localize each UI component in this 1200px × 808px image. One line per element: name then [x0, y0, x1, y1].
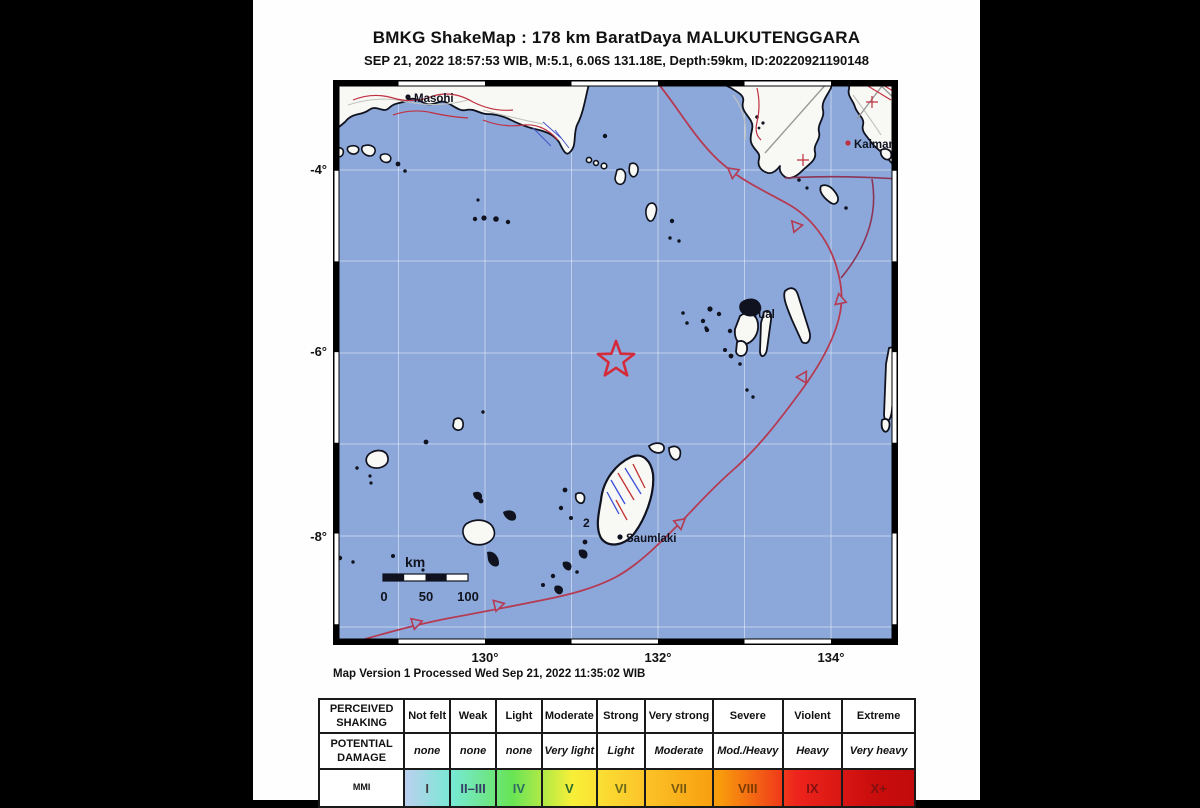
row-potential-damage: POTENTIAL DAMAGE none none none Very lig… [317, 732, 916, 770]
map-title: BMKG ShakeMap : 178 km BaratDaya MALUKUT… [372, 28, 861, 47]
row-perceived-shaking: PERCEIVED SHAKING Not felt Weak Light Mo… [317, 698, 916, 734]
damage-cell: none [449, 732, 497, 770]
damage-cell: Very heavy [841, 732, 916, 770]
scale-tick-0: 0 [380, 589, 387, 604]
damage-cell: Moderate [643, 732, 714, 770]
rowhead-perceived-shaking: PERCEIVED SHAKING [317, 698, 406, 734]
lon-tick-130: 130° [471, 650, 499, 665]
map-zebra-border [333, 80, 898, 645]
mmi-cell: X+ [841, 768, 916, 808]
tanimbar-fault-hatch [606, 463, 646, 521]
mmi-cell: II–III [449, 768, 497, 808]
shaking-cell: Violent [781, 698, 844, 734]
island-watubela-dots [668, 218, 710, 333]
fault-number-label: 2 [583, 516, 590, 530]
damage-cell: Very light [540, 732, 598, 770]
city-markers: Masohi Kaimana Tual Saumlaki 2 [405, 93, 898, 545]
island-kai-group [733, 287, 811, 357]
lon-tick-132: 132° [644, 650, 672, 665]
intensity-legend-table: PERCEIVED SHAKING Not felt Weak Light Mo… [317, 698, 916, 808]
damage-cell: none [403, 732, 452, 770]
city-label-masohi: Masohi [414, 93, 454, 105]
trench-line [342, 81, 848, 645]
island-mid-dots [337, 410, 517, 572]
city-dot-tual [744, 310, 750, 316]
island-ambon-chain [334, 144, 392, 164]
rowhead-potential-damage: POTENTIAL DAMAGE [317, 732, 406, 770]
shaking-cell: Weak [449, 698, 497, 734]
damage-cell: Mod./Heavy [711, 732, 784, 770]
shaking-cell: Very strong [643, 698, 714, 734]
damage-cell: Light [595, 732, 646, 770]
mmi-cell: VIII [711, 768, 784, 808]
mmi-cell: IX [781, 768, 844, 808]
city-dot-masohi [405, 94, 411, 100]
scale-tick-100: 100 [457, 589, 479, 604]
mmi-cell: VII [643, 768, 714, 808]
epicenter-star [596, 339, 636, 377]
island-mid-small [365, 417, 496, 546]
island-gorong-chain [585, 156, 658, 222]
lat-tick--8: -8° [310, 529, 327, 544]
city-dot-kaimana [845, 140, 851, 146]
trench-teeth [409, 166, 848, 631]
map-version-caption: Map Version 1 Processed Wed Sep 21, 2022… [333, 668, 646, 680]
island-small-dots-west [395, 133, 608, 225]
shaking-cell: Severe [711, 698, 784, 734]
damage-cell: none [495, 732, 543, 770]
mmi-cell: IV [495, 768, 543, 808]
lat-tick--4: -4° [310, 162, 327, 177]
scale-tick-50: 50 [419, 589, 433, 604]
mmi-cell: VI [595, 768, 646, 808]
shakemap-canvas: Masohi Kaimana Tual Saumlaki 2 km 0 50 1… [333, 80, 898, 645]
landmass-papua-west [717, 80, 898, 205]
map-svg: Masohi Kaimana Tual Saumlaki 2 km 0 50 1… [333, 80, 898, 645]
shaking-cell: Light [495, 698, 543, 734]
city-label-saumlaki: Saumlaki [626, 533, 677, 545]
island-kai-dark-bits [700, 298, 762, 399]
rowhead-mmi: MMI [317, 768, 406, 808]
city-label-tual: Tual [752, 309, 775, 321]
fault-traces-red [352, 81, 898, 166]
city-label-kaimana: Kaimana [854, 139, 898, 151]
city-dot-saumlaki [617, 534, 623, 540]
map-subtitle: SEP 21, 2022 18:57:53 WIB, M:5.1, 6.06S … [364, 53, 869, 68]
mmi-row: MMI I II–III IV V VI VII VIII IX X+ [317, 768, 916, 808]
shaking-cell: Not felt [403, 698, 452, 734]
mmi-cell: V [540, 768, 598, 808]
terrain-shading [347, 94, 882, 141]
island-tanimbar-group [541, 442, 682, 595]
shaking-cell: Moderate [540, 698, 598, 734]
island-seram [333, 80, 591, 155]
scale-unit-label: km [405, 554, 425, 570]
lon-tick-134: 134° [817, 650, 845, 665]
fault-line-purple [784, 175, 898, 279]
mmi-cell: I [403, 768, 452, 808]
shaking-cell: Extreme [841, 698, 916, 734]
lat-tick--6: -6° [310, 344, 327, 359]
shaking-cell: Strong [595, 698, 646, 734]
damage-cell: Heavy [781, 732, 844, 770]
scale-bar: km 0 50 100 [380, 554, 478, 604]
